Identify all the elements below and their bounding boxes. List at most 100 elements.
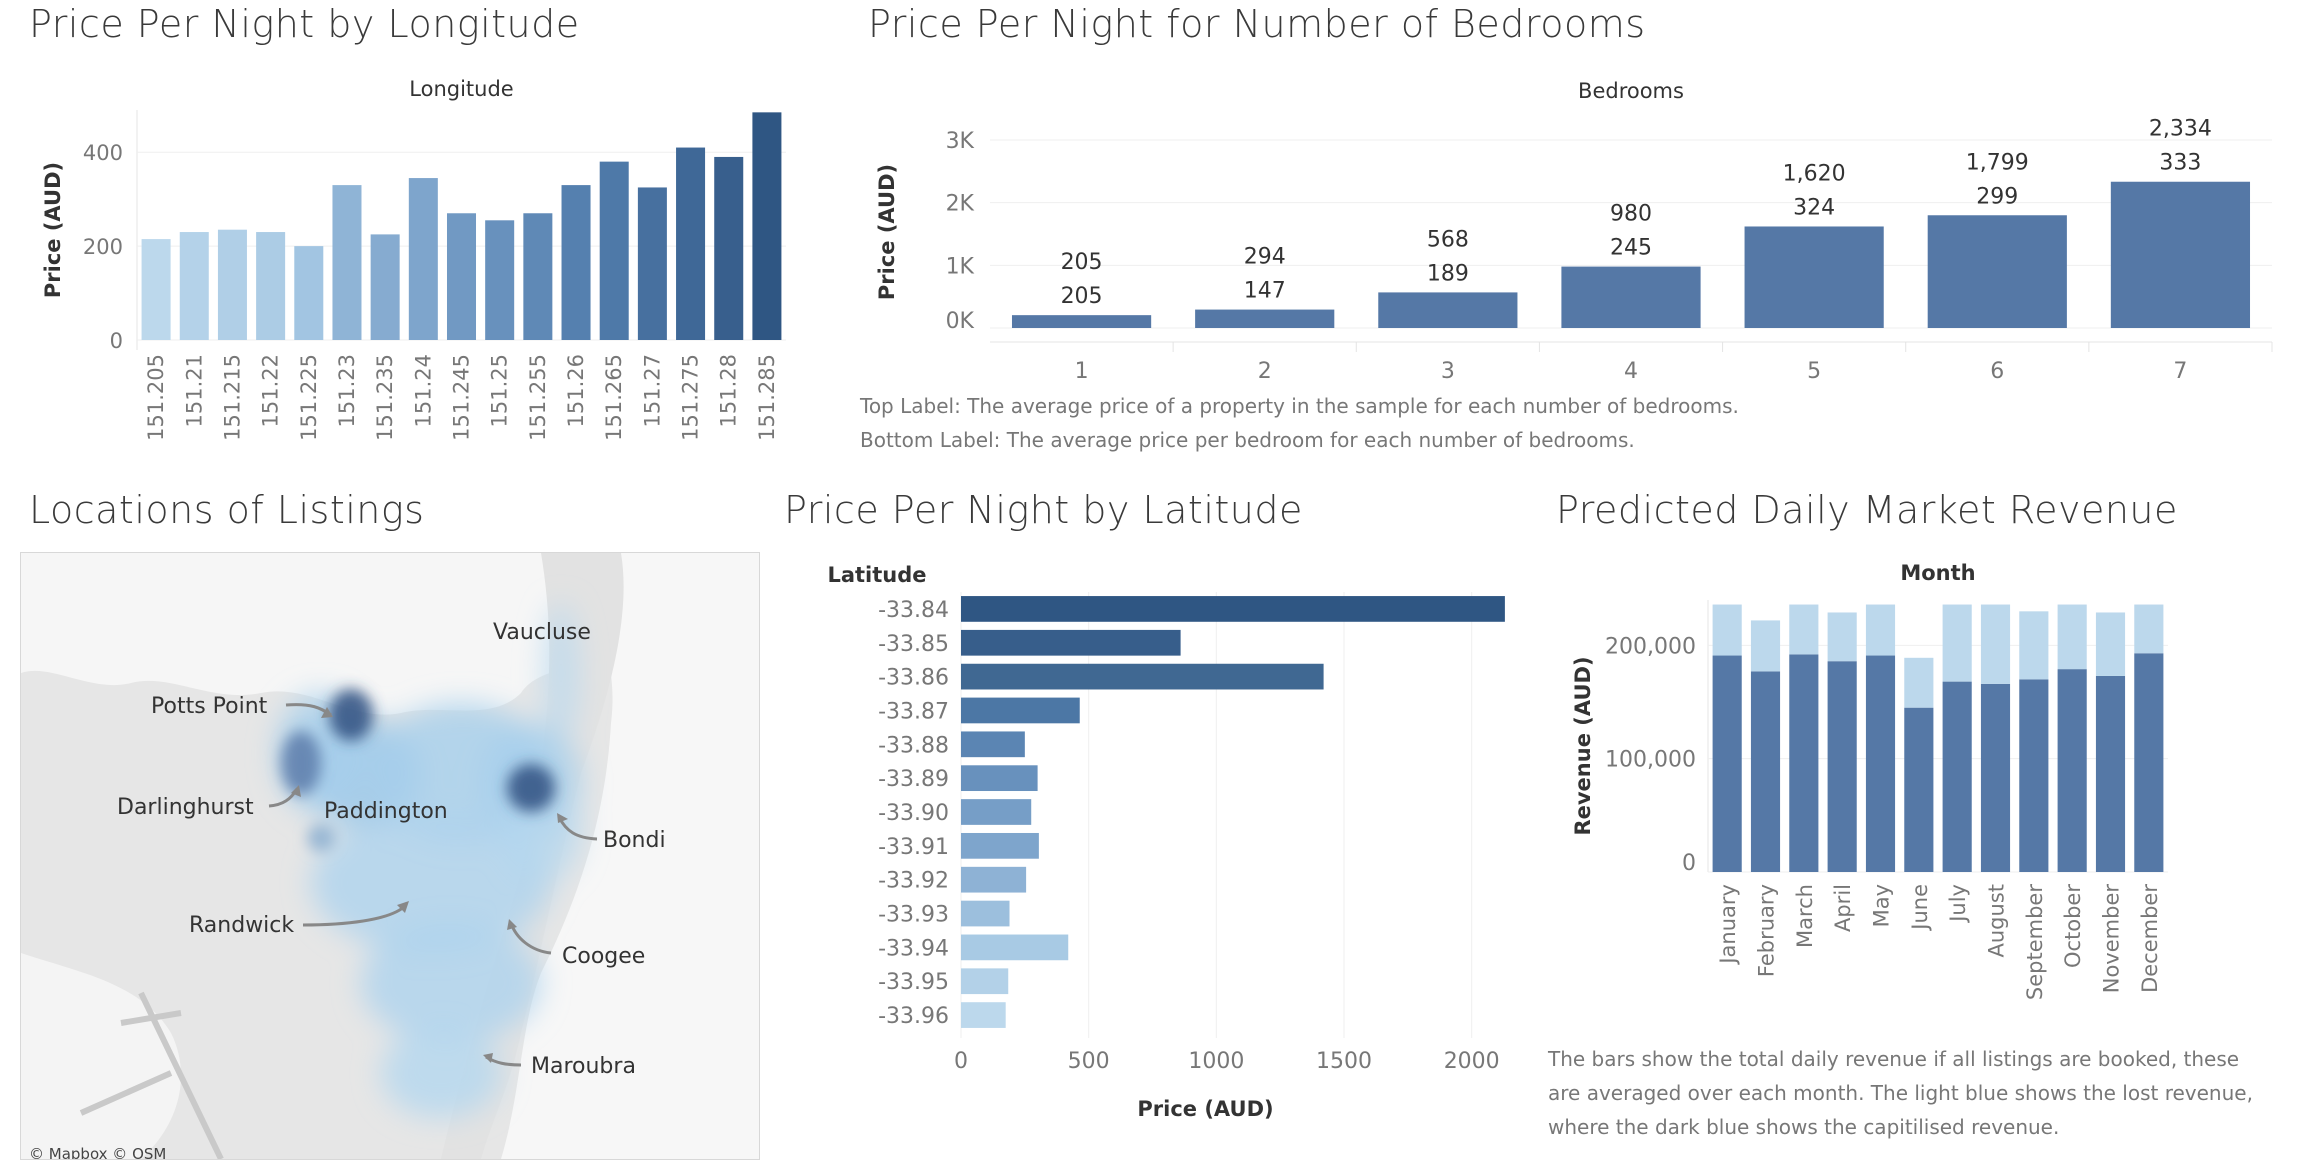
latitude-y-tick: -33.94 <box>878 936 949 961</box>
longitude-bar <box>408 178 438 340</box>
latitude-y-tick: -33.84 <box>878 598 949 623</box>
revenue-bar-lost <box>1904 657 1934 708</box>
bedrooms-note-bottom: Bottom Label: The average price per bedr… <box>860 428 1635 452</box>
bedrooms-top-label: 568 <box>1427 227 1469 252</box>
latitude-x-tick: 2000 <box>1444 1049 1500 1074</box>
longitude-x-tick: 151.205 <box>144 354 168 441</box>
revenue-x-tick: April <box>1831 884 1855 932</box>
map-label-darlinghurst: Darlinghurst <box>117 795 254 820</box>
revenue-y-axis-label: Revenue (AUD) <box>1571 656 1595 835</box>
revenue-x-tick: May <box>1870 884 1894 927</box>
longitude-chart-title: Price Per Night by Longitude <box>29 2 580 46</box>
longitude-bar <box>217 229 247 340</box>
revenue-bar-lost <box>2095 612 2126 676</box>
latitude-x-tick: 0 <box>954 1049 968 1074</box>
bedrooms-x-tick: 2 <box>1258 359 1272 384</box>
revenue-bar-captured <box>1712 655 1742 872</box>
revenue-bar-lost <box>1865 604 1896 656</box>
latitude-bar <box>961 900 1010 927</box>
latitude-bar <box>961 934 1069 961</box>
revenue-bar-captured <box>2095 675 2126 872</box>
longitude-bar <box>141 239 171 340</box>
latitude-bar-chart: Latitude 0 500 1000 1500 2000 -33.84 -33.85 -33.… <box>827 563 1505 1121</box>
latitude-y-tick: -33.90 <box>878 801 949 826</box>
revenue-y-tick: 100,000 <box>1605 748 1696 773</box>
bedrooms-y-tick: 1K <box>946 254 975 279</box>
bedrooms-note-top: Top Label: The average price of a proper… <box>860 394 1739 418</box>
longitude-bar <box>676 147 706 340</box>
map-label-maroubra: Maroubra <box>531 1054 636 1079</box>
map-label-paddington: Paddington <box>324 799 448 824</box>
map-label-coogee: Coogee <box>562 944 646 969</box>
latitude-y-tick: -33.86 <box>878 666 949 691</box>
revenue-bar-lost <box>2057 604 2087 670</box>
revenue-bar-lost <box>1750 620 1781 672</box>
map-canvas <box>21 553 759 1159</box>
bedrooms-top-label: 294 <box>1244 245 1286 270</box>
bedrooms-top-label: 1,799 <box>1966 150 2029 175</box>
latitude-bar <box>961 866 1027 893</box>
bedrooms-bar <box>1378 292 1518 328</box>
listings-density-map[interactable]: Vaucluse Potts Point Darlinghurst Paddin… <box>20 552 760 1160</box>
bedrooms-y-tick: 2K <box>946 192 975 217</box>
revenue-bar-lost <box>1980 604 2011 684</box>
latitude-x-tick: 1000 <box>1188 1049 1244 1074</box>
revenue-x-tick: November <box>2100 884 2124 994</box>
longitude-bar-chart: Longitude 0 200 400 151.205 151.21 151.215 151.… <box>41 77 786 441</box>
map-label-potts-point: Potts Point <box>151 694 268 719</box>
latitude-bar <box>961 832 1039 859</box>
revenue-bar-captured <box>1865 655 1896 872</box>
latitude-bar <box>961 799 1032 825</box>
revenue-bar-lost <box>1712 604 1742 656</box>
bedrooms-bar <box>1011 315 1152 328</box>
bedrooms-y-tick: 0K <box>946 309 975 334</box>
map-water-bay <box>21 953 181 1159</box>
bedrooms-chart-title: Price Per Night for Number of Bedrooms <box>868 2 1646 46</box>
revenue-note-line-1: The bars show the total daily revenue if… <box>1548 1047 2240 1071</box>
longitude-bar <box>523 213 553 340</box>
longitude-x-tick: 151.265 <box>602 354 626 441</box>
longitude-bar <box>485 220 515 340</box>
revenue-x-tick: July <box>1946 884 1970 924</box>
longitude-y-tick: 400 <box>83 141 123 165</box>
latitude-bar <box>961 663 1324 690</box>
bedrooms-bottom-label: 189 <box>1427 261 1469 286</box>
revenue-x-tick: October <box>2061 884 2085 968</box>
latitude-y-tick: -33.87 <box>878 699 949 724</box>
latitude-axis-header: Latitude <box>827 563 926 587</box>
revenue-chart-title: Predicted Daily Market Revenue <box>1556 488 2178 532</box>
revenue-x-tick: February <box>1755 884 1779 977</box>
longitude-bar <box>446 213 477 340</box>
bedrooms-y-axis-label: Price (AUD) <box>875 164 899 300</box>
bedrooms-bar-chart: Bedrooms0K1K2K3K205205114729421895683245… <box>875 79 2273 384</box>
revenue-bar-captured <box>1750 671 1781 872</box>
bedrooms-bottom-label: 333 <box>2159 151 2201 176</box>
longitude-x-tick: 151.26 <box>564 354 588 427</box>
latitude-y-tick: -33.89 <box>878 767 949 792</box>
latitude-y-tick: -33.92 <box>878 869 949 894</box>
longitude-bar <box>714 156 744 340</box>
latitude-chart-title: Price Per Night by Latitude <box>784 488 1303 532</box>
revenue-bar-captured <box>1942 681 1972 872</box>
revenue-bar-captured <box>1827 661 1857 872</box>
bedrooms-bottom-label: 299 <box>1976 184 2018 209</box>
longitude-y-axis-label: Price (AUD) <box>41 162 65 298</box>
longitude-x-tick: 151.22 <box>259 354 283 427</box>
revenue-x-tick: January <box>1716 884 1740 966</box>
latitude-y-tick: -33.96 <box>878 1004 949 1029</box>
revenue-bar-lost <box>2019 611 2049 680</box>
bedrooms-x-tick: 4 <box>1624 359 1638 384</box>
latitude-x-tick: 1500 <box>1316 1049 1372 1074</box>
longitude-bar <box>294 246 324 340</box>
longitude-x-tick: 151.21 <box>182 354 206 427</box>
longitude-x-tick: 151.275 <box>679 354 703 441</box>
map-arrowheads <box>291 707 568 1063</box>
latitude-y-tick: -33.91 <box>878 835 949 860</box>
map-label-randwick: Randwick <box>189 913 295 938</box>
longitude-bar <box>256 232 286 340</box>
locations-map-title: Locations of Listings <box>29 488 425 532</box>
bedrooms-x-tick: 5 <box>1807 359 1821 384</box>
longitude-x-tick: 151.225 <box>297 354 321 441</box>
longitude-x-tick: 151.27 <box>640 354 664 427</box>
latitude-y-tick: -33.95 <box>878 970 949 995</box>
